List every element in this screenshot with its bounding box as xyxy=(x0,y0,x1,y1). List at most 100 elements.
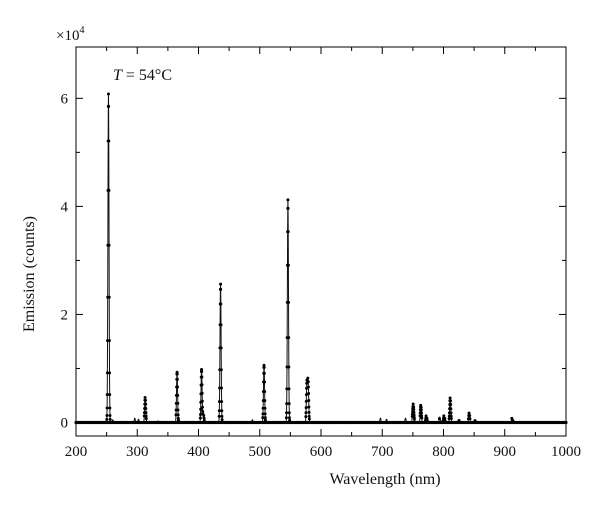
spectrum-marker xyxy=(304,415,308,419)
temperature-annotation: T = 54°C xyxy=(113,67,172,84)
spectrum-marker xyxy=(449,403,453,407)
spectrum-marker xyxy=(287,365,291,369)
spectrum-marker xyxy=(286,230,290,234)
spectrum-marker xyxy=(200,369,204,373)
spectrum-marker xyxy=(200,405,204,409)
spectrum-marker xyxy=(285,402,289,406)
spectrum-marker xyxy=(107,139,111,143)
spectrum-marker xyxy=(176,408,180,412)
spectrum-marker xyxy=(304,406,308,410)
spectrum-marker xyxy=(304,411,308,415)
spectrum-marker xyxy=(176,418,180,422)
spectrum-marker xyxy=(419,408,423,412)
spectrum-marker xyxy=(412,405,416,409)
spectrum-marker xyxy=(288,418,292,422)
spectrum-marker xyxy=(457,419,461,423)
spectrum-marker xyxy=(219,282,223,286)
spectrum-marker xyxy=(287,402,291,406)
spectrum-marker xyxy=(263,399,267,403)
spectrum-marker xyxy=(105,371,109,375)
spectrum-marker xyxy=(176,413,180,417)
plot-area xyxy=(74,92,568,425)
spectrum-marker xyxy=(175,377,179,381)
y-tick-label: 6 xyxy=(61,91,69,107)
spectrum-marker xyxy=(106,92,110,96)
x-tick-label: 500 xyxy=(249,444,272,460)
spectrum-marker xyxy=(307,398,311,402)
spectrum-marker xyxy=(108,406,112,410)
spectrum-marker xyxy=(420,414,424,418)
spectrum-marker xyxy=(449,414,453,418)
spectrum-marker xyxy=(174,413,178,417)
spectrum-marker xyxy=(286,263,290,267)
spectrum-marker xyxy=(200,383,204,387)
spectrum-marker xyxy=(107,339,111,343)
spectrum-marker xyxy=(425,416,429,420)
spectrum-marker xyxy=(217,414,221,418)
spectrum-marker xyxy=(107,188,111,192)
spectrum-marker xyxy=(420,416,424,420)
x-tick-label: 700 xyxy=(371,444,394,460)
spectrum-marker xyxy=(107,243,111,247)
spectrum-marker xyxy=(287,416,291,420)
spectrum-marker xyxy=(262,371,266,375)
spectrum-marker xyxy=(306,385,310,389)
spectrum-marker xyxy=(105,393,109,397)
spectrum-marker xyxy=(425,419,429,423)
temperature-value: = 54°C xyxy=(122,67,172,84)
y-tick-label: 0 xyxy=(61,415,69,431)
spectrum-marker xyxy=(219,302,223,306)
x-axis: 200 300 400 500 600 700 800 900 1000 xyxy=(65,47,581,460)
spectrum-marker xyxy=(263,390,267,394)
spectrum-marker xyxy=(175,372,179,376)
spectrum-marker xyxy=(198,416,202,420)
spectrum-marker xyxy=(200,375,204,379)
spectrum-marker xyxy=(448,396,452,400)
spectrum-marker xyxy=(144,411,148,415)
spectrum-marker xyxy=(412,413,416,417)
spectrum-marker xyxy=(443,419,447,423)
spectrum-marker xyxy=(412,410,416,414)
spectrum-marker xyxy=(285,387,289,391)
spectrum-marker xyxy=(449,411,453,415)
y-tick-label: 4 xyxy=(61,199,69,215)
spectrum-marker xyxy=(176,393,180,397)
spectrum-marker xyxy=(286,198,290,202)
spectrum-marker xyxy=(307,405,311,409)
x-tick-label: 1000 xyxy=(551,444,581,460)
spectrum-marker xyxy=(287,411,291,415)
spectrum-marker xyxy=(105,417,109,421)
spectrum-marker xyxy=(144,398,148,402)
spectrum-marker xyxy=(307,417,311,421)
spectrum-marker xyxy=(262,363,266,367)
y-axis-multiplier: ×104 xyxy=(56,25,84,44)
spectrum-marker xyxy=(219,287,223,291)
spectrum-marker xyxy=(219,323,223,327)
spectrum-marker xyxy=(412,408,416,412)
spectrum-marker xyxy=(467,411,471,415)
spectrum-marker xyxy=(263,406,267,410)
spectrum-marker xyxy=(262,365,266,369)
spectrum-marker xyxy=(307,391,311,395)
spectrum-marker xyxy=(424,414,428,418)
spectrum-marker xyxy=(143,396,147,400)
spectrum-marker xyxy=(219,386,223,390)
spectrum-marker xyxy=(442,414,446,418)
spectrum-marker xyxy=(306,376,310,380)
spectrum-marker xyxy=(108,371,112,375)
spectrum-marker xyxy=(412,417,416,421)
spectrum-marker xyxy=(287,300,291,304)
spectrum-marker xyxy=(447,417,451,421)
y-multiplier-exponent: 4 xyxy=(79,25,84,36)
spectrum-marker xyxy=(285,411,289,415)
spectrum-marker xyxy=(261,416,265,420)
spectrum-marker xyxy=(107,295,111,299)
spectrum-marker xyxy=(199,407,203,411)
spectrum-marker xyxy=(437,417,441,421)
spectrum-marker xyxy=(108,393,112,397)
spectrum-marker xyxy=(307,414,311,418)
y-axis: 0 2 4 6 xyxy=(61,91,566,431)
spectrum-marker xyxy=(473,419,477,423)
spectrum-marker xyxy=(263,416,267,420)
